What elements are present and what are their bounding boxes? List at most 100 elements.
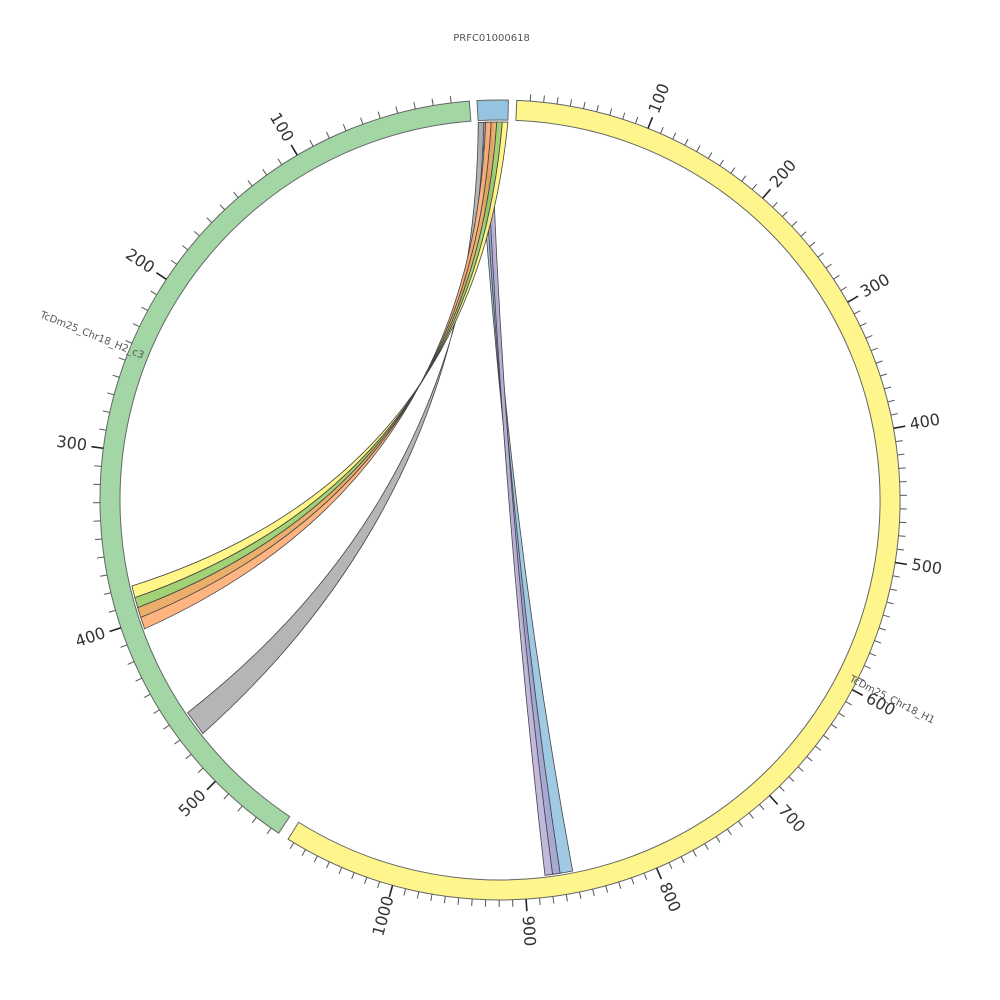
minor-tick-tcdm25-chr18-h1-90 (634, 116, 639, 124)
minor-tick-tcdm25-chr18-h1-250 (809, 241, 816, 248)
minor-tick-tcdm25-chr18-h1-520 (889, 588, 897, 592)
minor-tick-tcdm25-chr18-h1-10 (529, 94, 532, 102)
tick-label-tcdm25-chr18-h2-c3-100: 100 (266, 109, 298, 145)
minor-tick-tcdm25-chr18-h2-c3-180 (182, 245, 189, 251)
minor-tick-tcdm25-chr18-h1-290 (840, 286, 847, 291)
minor-tick-tcdm25-chr18-h1-350 (875, 360, 883, 364)
minor-tick-tcdm25-chr18-h2-c3-460 (163, 724, 170, 730)
minor-tick-tcdm25-chr18-h1-380 (887, 399, 895, 403)
minor-tick-tcdm25-chr18-h2-c3-140 (233, 191, 239, 198)
tick-label-tcdm25-chr18-h2-c3-400: 400 (73, 623, 108, 651)
minor-tick-tcdm25-chr18-h1-330 (865, 334, 873, 339)
minor-tick-tcdm25-chr18-h2-c3-250 (118, 357, 126, 361)
minor-tick-tcdm25-chr18-h2-c3-410 (120, 644, 128, 648)
minor-tick-tcdm25-chr18-h1-710 (759, 804, 765, 811)
tick-label-tcdm25-chr18-h2-c3-200: 200 (122, 244, 158, 277)
minor-tick-tcdm25-chr18-h1-670 (797, 766, 804, 772)
major-tick-tcdm25-chr18-h1-500 (894, 561, 908, 566)
minor-tick-tcdm25-chr18-h2-c3-520 (237, 805, 243, 812)
minor-tick-tcdm25-chr18-h1-50 (583, 101, 586, 109)
segment-prfc01000618 (476, 99, 509, 122)
minor-tick-tcdm25-chr18-h1-630 (830, 723, 838, 729)
minor-tick-tcdm25-chr18-h1-680 (788, 776, 795, 782)
minor-tick-tcdm25-chr18-h1-160 (719, 159, 724, 166)
minor-tick-tcdm25-chr18-h1-340 (870, 347, 878, 352)
minor-tick-tcdm25-chr18-h1-770 (692, 850, 697, 857)
tick-label-tcdm25-chr18-h2-c3-500: 500 (175, 786, 210, 821)
minor-tick-tcdm25-chr18-h2-c3-60 (360, 117, 364, 125)
minor-tick-tcdm25-chr18-h1-210 (772, 201, 778, 208)
minor-tick-tcdm25-chr18-h1-120 (672, 132, 677, 140)
link-7-prfc01000618-to-tcdm25-chr18-h2-c3 (131, 121, 509, 599)
minor-tick-tcdm25-chr18-h2-c3-170 (193, 230, 200, 237)
minor-tick-tcdm25-chr18-h1-130 (684, 138, 689, 146)
minor-tick-tcdm25-chr18-h1-560 (874, 640, 882, 644)
minor-tick-tcdm25-chr18-h1-1050 (326, 861, 330, 869)
minor-tick-tcdm25-chr18-h1-790 (668, 862, 673, 870)
major-tick-tcdm25-chr18-h1-1000 (388, 885, 394, 898)
major-tick-tcdm25-chr18-h1-100 (647, 116, 654, 129)
minor-tick-tcdm25-chr18-h1-780 (680, 856, 685, 864)
segment-tcdm25-chr18-h1 (287, 99, 901, 901)
minor-tick-tcdm25-chr18-h1-1020 (364, 877, 368, 884)
minor-tick-tcdm25-chr18-h1-370 (884, 386, 892, 390)
minor-tick-tcdm25-chr18-h1-1040 (338, 867, 343, 874)
tick-label-tcdm25-chr18-h1-800: 800 (655, 879, 684, 915)
minor-tick-tcdm25-chr18-h1-580 (863, 665, 871, 669)
minor-tick-tcdm25-chr18-h2-c3-270 (107, 392, 115, 396)
minor-tick-tcdm25-chr18-h1-810 (643, 872, 648, 880)
major-tick-tcdm25-chr18-h2-c3-300 (91, 445, 104, 450)
segment-label-prfc01000618: PRFC01000618 (453, 33, 530, 44)
minor-tick-tcdm25-chr18-h1-180 (741, 175, 747, 182)
minor-tick-tcdm25-chr18-h1-480 (898, 535, 906, 537)
major-tick-tcdm25-chr18-h1-400 (893, 425, 906, 430)
minor-tick-tcdm25-chr18-h1-20 (543, 95, 545, 103)
minor-tick-tcdm25-chr18-h2-c3-160 (206, 217, 213, 223)
minor-tick-tcdm25-chr18-h1-260 (817, 252, 824, 258)
minor-tick-tcdm25-chr18-h1-550 (878, 627, 886, 631)
minor-tick-tcdm25-chr18-h2-c3-430 (135, 677, 143, 682)
minor-tick-tcdm25-chr18-h2-c3-310 (94, 465, 102, 467)
minor-tick-tcdm25-chr18-h2-c3-40 (395, 106, 399, 114)
minor-tick-tcdm25-chr18-h1-240 (800, 231, 807, 237)
minor-tick-tcdm25-chr18-h2-c3-260 (112, 374, 120, 378)
minor-tick-tcdm25-chr18-h1-510 (892, 575, 900, 578)
minor-tick-tcdm25-chr18-h1-1030 (351, 872, 355, 880)
minor-tick-tcdm25-chr18-h1-420 (897, 453, 905, 456)
minor-tick-tcdm25-chr18-h1-570 (869, 652, 877, 657)
minor-tick-tcdm25-chr18-h1-890 (539, 897, 541, 906)
tick-label-tcdm25-chr18-h1-400: 400 (908, 409, 941, 433)
minor-tick-tcdm25-chr18-h1-80 (622, 112, 626, 120)
minor-tick-tcdm25-chr18-h1-60 (596, 104, 599, 112)
tick-label-tcdm25-chr18-h1-200: 200 (766, 156, 800, 192)
minor-tick-tcdm25-chr18-h1-980 (416, 891, 420, 899)
minor-tick-tcdm25-chr18-h2-c3-440 (143, 693, 151, 699)
minor-tick-tcdm25-chr18-h1-650 (815, 745, 822, 751)
minor-tick-tcdm25-chr18-h1-40 (569, 99, 573, 107)
minor-tick-tcdm25-chr18-h1-760 (704, 843, 709, 850)
minor-tick-tcdm25-chr18-h1-110 (659, 126, 664, 134)
tick-label-tcdm25-chr18-h1-900: 900 (519, 915, 540, 947)
minor-tick-tcdm25-chr18-h1-660 (806, 756, 813, 762)
minor-tick-tcdm25-chr18-h1-590 (858, 677, 865, 682)
major-tick-tcdm25-chr18-h1-200 (762, 188, 772, 199)
minor-tick-tcdm25-chr18-h1-70 (609, 108, 613, 116)
minor-tick-tcdm25-chr18-h1-230 (791, 221, 798, 227)
minor-tick-tcdm25-chr18-h2-c3-220 (141, 306, 148, 311)
minor-tick-tcdm25-chr18-h2-c3-50 (377, 111, 381, 119)
major-tick-tcdm25-chr18-h1-900 (525, 899, 528, 912)
tick-label-tcdm25-chr18-h1-1000: 1000 (368, 894, 397, 938)
minor-tick-tcdm25-chr18-h2-c3-380 (103, 592, 112, 595)
minor-tick-tcdm25-chr18-h2-c3-120 (262, 169, 268, 176)
major-tick-tcdm25-chr18-h2-c3-500 (206, 780, 217, 791)
minor-tick-tcdm25-chr18-h2-c3-230 (132, 323, 140, 328)
minor-tick-tcdm25-chr18-h1-620 (838, 712, 845, 718)
minor-tick-tcdm25-chr18-h2-c3-150 (219, 204, 226, 211)
minor-tick-tcdm25-chr18-h2-c3-10 (449, 95, 452, 104)
minor-tick-tcdm25-chr18-h2-c3-540 (266, 827, 272, 835)
minor-tick-tcdm25-chr18-h2-c3-350 (94, 538, 102, 541)
tick-label-tcdm25-chr18-h1-100: 100 (644, 81, 673, 116)
minor-tick-tcdm25-chr18-h1-950 (457, 897, 460, 905)
minor-tick-tcdm25-chr18-h2-c3-240 (125, 340, 133, 344)
minor-tick-tcdm25-chr18-h2-c3-30 (413, 102, 416, 110)
